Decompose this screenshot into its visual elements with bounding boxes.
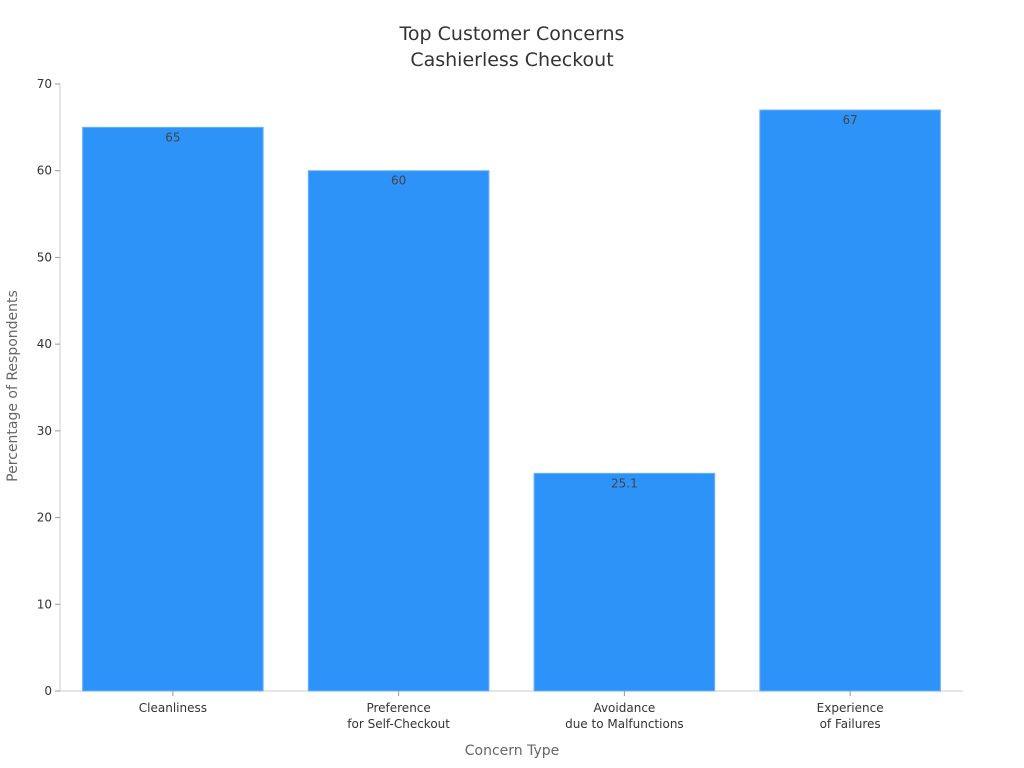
bar — [759, 109, 941, 692]
chart-title-line-1: Top Customer Concerns — [399, 23, 625, 45]
y-tick-label: 10 — [37, 597, 52, 611]
y-axis-label: Percentage of Respondents — [5, 290, 21, 482]
y-tick-label: 60 — [37, 164, 52, 178]
x-tick-label: for Self-Checkout — [347, 717, 450, 731]
y-tick-label: 20 — [37, 511, 52, 525]
x-tick-label: Preference — [366, 701, 430, 715]
x-tick-label: Cleanliness — [139, 701, 207, 715]
bar-value-label: 65 — [165, 130, 180, 144]
chart-title-line-2: Cashierless Checkout — [410, 49, 613, 71]
x-tick-label: Experience — [817, 701, 884, 715]
y-tick-label: 0 — [44, 684, 52, 698]
y-tick-label: 40 — [37, 337, 52, 351]
bar — [82, 126, 264, 692]
x-tick-label: of Failures — [820, 717, 881, 731]
y-tick-label: 70 — [37, 77, 52, 91]
x-axis-label: Concern Type — [465, 743, 560, 759]
bar-value-label: 25.1 — [611, 476, 638, 490]
bar — [307, 170, 490, 692]
bar-value-label: 60 — [391, 174, 406, 188]
bar — [533, 472, 716, 692]
y-tick-label: 30 — [37, 424, 52, 438]
y-tick-label: 50 — [37, 250, 52, 264]
x-tick-label: Avoidance — [593, 701, 655, 715]
x-tick-label: due to Malfunctions — [565, 717, 684, 731]
bar-value-label: 67 — [842, 113, 857, 127]
